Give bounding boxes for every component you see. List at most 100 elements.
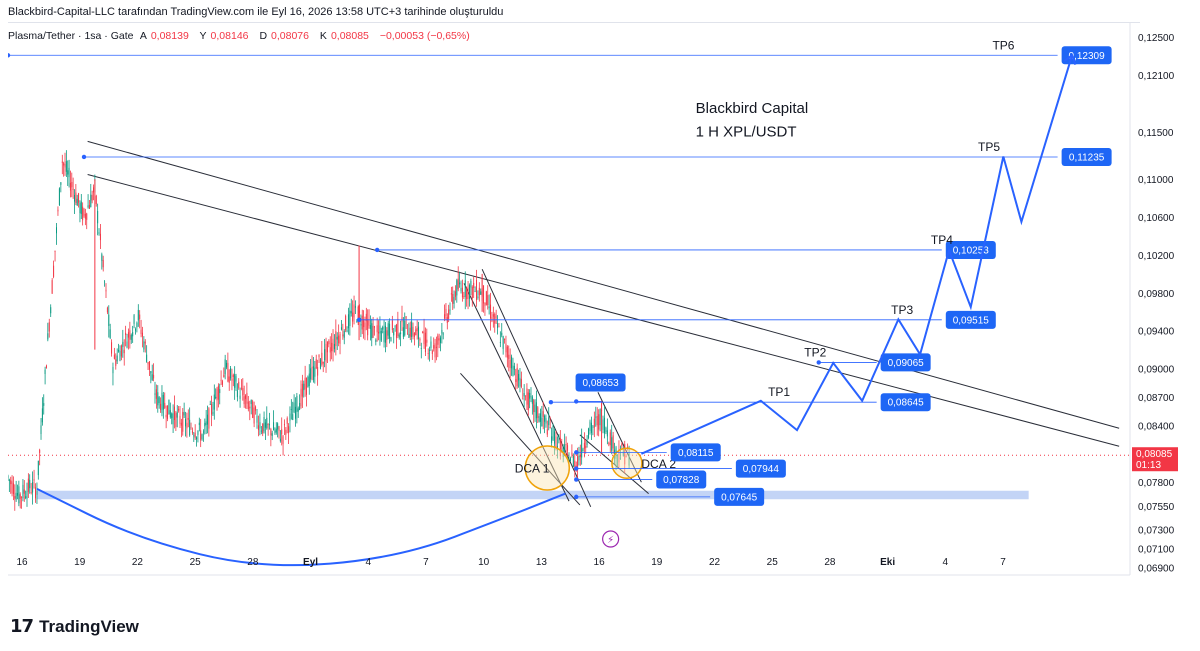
- candle-body: [122, 341, 124, 347]
- candle-body: [200, 430, 202, 441]
- candle-body: [82, 206, 84, 221]
- candle-body: [491, 317, 493, 322]
- candle-body: [209, 404, 211, 405]
- level-anchor-6: [574, 399, 579, 404]
- candle-body: [99, 233, 101, 241]
- candle-body: [157, 392, 159, 406]
- candle-body: [603, 417, 605, 434]
- candle-body: [548, 417, 550, 426]
- candle-body: [27, 478, 29, 492]
- candle-body: [418, 326, 420, 340]
- candle-body: [498, 326, 500, 328]
- candle-body: [175, 412, 177, 427]
- candle-body: [286, 418, 288, 424]
- candle-body: [340, 327, 342, 330]
- level-anchor-5: [548, 400, 554, 405]
- candle-body: [434, 343, 436, 358]
- low-value: 0,08076: [271, 30, 309, 42]
- candle-body: [488, 306, 490, 309]
- candle-body: [537, 407, 539, 418]
- chart-pane[interactable]: DCA 1 DCA 2 0,12309 TP6 0,11235 TP5 0,10253 TP4…: [8, 22, 1178, 583]
- level-anchor-3: [356, 317, 362, 323]
- candle-body: [394, 326, 396, 328]
- candle-body: [380, 331, 382, 341]
- candle-body: [605, 427, 607, 433]
- candle-body: [230, 368, 232, 379]
- candle-body: [551, 436, 553, 443]
- candle-body: [335, 331, 337, 346]
- time-tick-6: 4: [365, 557, 371, 568]
- candle-body: [590, 422, 592, 433]
- candle-body: [300, 388, 302, 407]
- candle-body: [539, 413, 541, 422]
- candle-body: [477, 296, 479, 298]
- candle-body: [345, 315, 347, 331]
- candle-body: [150, 371, 152, 374]
- candle-body: [437, 335, 439, 345]
- candle-body: [270, 429, 272, 436]
- level-tag-3: [945, 310, 996, 329]
- candle-body: [262, 423, 264, 434]
- candle-body: [331, 342, 333, 352]
- candle-body: [101, 254, 103, 261]
- candle-body: [274, 430, 276, 434]
- dca-zone-2: [611, 447, 643, 480]
- price-tick-2: 0,11500: [1138, 128, 1174, 139]
- candle-body: [413, 332, 415, 338]
- candle-body: [194, 432, 196, 438]
- candle-body: [307, 376, 309, 388]
- candle-body: [350, 310, 352, 314]
- candle-body: [608, 443, 610, 445]
- price-tick-14: 0,07100: [1138, 544, 1175, 555]
- candle-body: [151, 374, 153, 380]
- candle-body: [349, 310, 351, 326]
- candle-body: [450, 293, 452, 295]
- candle-body: [420, 348, 422, 349]
- time-tick-1: 19: [74, 557, 86, 568]
- chart-subtitle: 1 H XPL/USDT: [696, 124, 797, 141]
- candle-body: [572, 456, 574, 467]
- candle-body: [95, 195, 97, 204]
- candle-body: [438, 338, 440, 341]
- candle-body: [578, 455, 580, 461]
- candle-body: [520, 378, 522, 388]
- candle-body: [333, 343, 335, 350]
- candle-body: [249, 406, 251, 409]
- candle-body: [424, 332, 426, 353]
- candle-body: [228, 376, 230, 383]
- candle-body: [30, 492, 32, 494]
- price-tick-0: 0,12500: [1138, 33, 1175, 44]
- level-value-3: 0,09515: [953, 315, 990, 326]
- level-value-8: 0,07944: [743, 464, 780, 475]
- symbol-name[interactable]: Plasma/Tether · 1sa · Gate: [8, 30, 134, 42]
- candle-body: [426, 339, 428, 343]
- candle-body: [325, 343, 327, 362]
- candle-body: [108, 314, 110, 326]
- candle-body: [440, 337, 442, 343]
- candle-body: [367, 318, 369, 336]
- candle-body: [393, 331, 395, 336]
- time-tick-7: 7: [423, 557, 429, 568]
- candle-body: [519, 377, 521, 387]
- candle-body: [278, 426, 280, 431]
- price-chart[interactable]: DCA 1 DCA 2 0,12309 TP6 0,11235 TP5 0,10253TP4…: [8, 23, 1200, 583]
- candle-body: [273, 422, 275, 431]
- candle-body: [441, 329, 443, 334]
- candle-body: [179, 415, 181, 424]
- candle-body: [162, 394, 164, 410]
- candle-body: [224, 359, 226, 375]
- candle-body: [599, 409, 601, 426]
- candle-body: [454, 291, 456, 297]
- candle-body: [275, 428, 277, 433]
- candle-body: [29, 479, 31, 489]
- candle-body: [546, 429, 548, 435]
- level-anchor-8: [574, 466, 579, 471]
- price-tick-7: 0,09400: [1138, 327, 1175, 338]
- candle-body: [390, 337, 392, 342]
- candle-body: [526, 388, 528, 405]
- level-value-9: 0,07828: [663, 475, 700, 486]
- candle-body: [354, 306, 356, 308]
- candle-body: [26, 491, 28, 499]
- candle-body: [245, 395, 247, 399]
- tp-label-tp6: TP6: [992, 38, 1014, 52]
